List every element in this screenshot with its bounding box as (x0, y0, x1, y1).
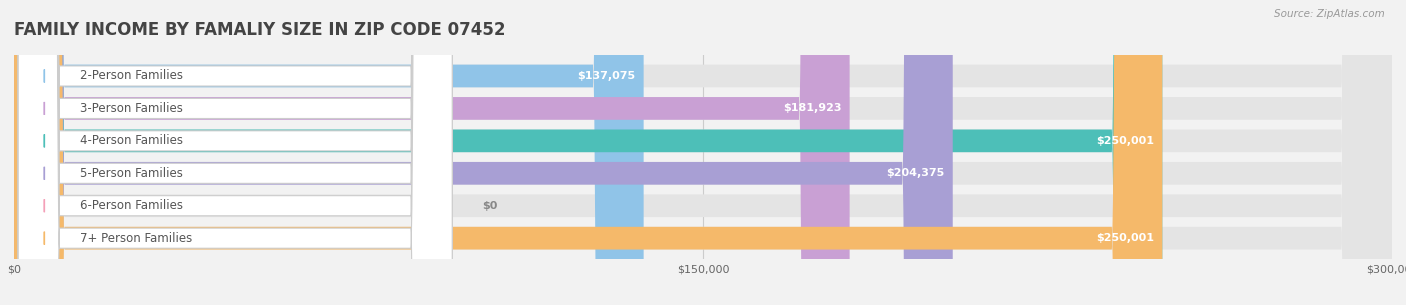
Text: 6-Person Families: 6-Person Families (80, 199, 183, 212)
Text: $204,375: $204,375 (886, 168, 945, 178)
Text: 7+ Person Families: 7+ Person Families (80, 232, 193, 245)
FancyBboxPatch shape (18, 0, 453, 305)
Text: $250,001: $250,001 (1097, 233, 1154, 243)
FancyBboxPatch shape (14, 0, 849, 305)
Text: 3-Person Families: 3-Person Families (80, 102, 183, 115)
FancyBboxPatch shape (18, 0, 453, 305)
Text: 4-Person Families: 4-Person Families (80, 135, 183, 147)
FancyBboxPatch shape (14, 0, 953, 305)
FancyBboxPatch shape (14, 0, 1392, 305)
FancyBboxPatch shape (14, 0, 1392, 305)
FancyBboxPatch shape (14, 0, 1392, 305)
FancyBboxPatch shape (14, 0, 1163, 305)
Text: Source: ZipAtlas.com: Source: ZipAtlas.com (1274, 9, 1385, 19)
Text: 2-Person Families: 2-Person Families (80, 70, 183, 82)
Text: $137,075: $137,075 (578, 71, 636, 81)
FancyBboxPatch shape (14, 0, 1392, 305)
FancyBboxPatch shape (18, 0, 453, 305)
FancyBboxPatch shape (18, 0, 453, 305)
Text: $0: $0 (482, 201, 498, 211)
Text: $181,923: $181,923 (783, 103, 841, 113)
FancyBboxPatch shape (14, 0, 1392, 305)
Text: $250,001: $250,001 (1097, 136, 1154, 146)
Text: 5-Person Families: 5-Person Families (80, 167, 183, 180)
FancyBboxPatch shape (14, 0, 1392, 305)
Text: FAMILY INCOME BY FAMALIY SIZE IN ZIP CODE 07452: FAMILY INCOME BY FAMALIY SIZE IN ZIP COD… (14, 20, 506, 38)
FancyBboxPatch shape (18, 0, 453, 305)
FancyBboxPatch shape (18, 0, 453, 305)
FancyBboxPatch shape (14, 0, 1163, 305)
FancyBboxPatch shape (14, 0, 644, 305)
